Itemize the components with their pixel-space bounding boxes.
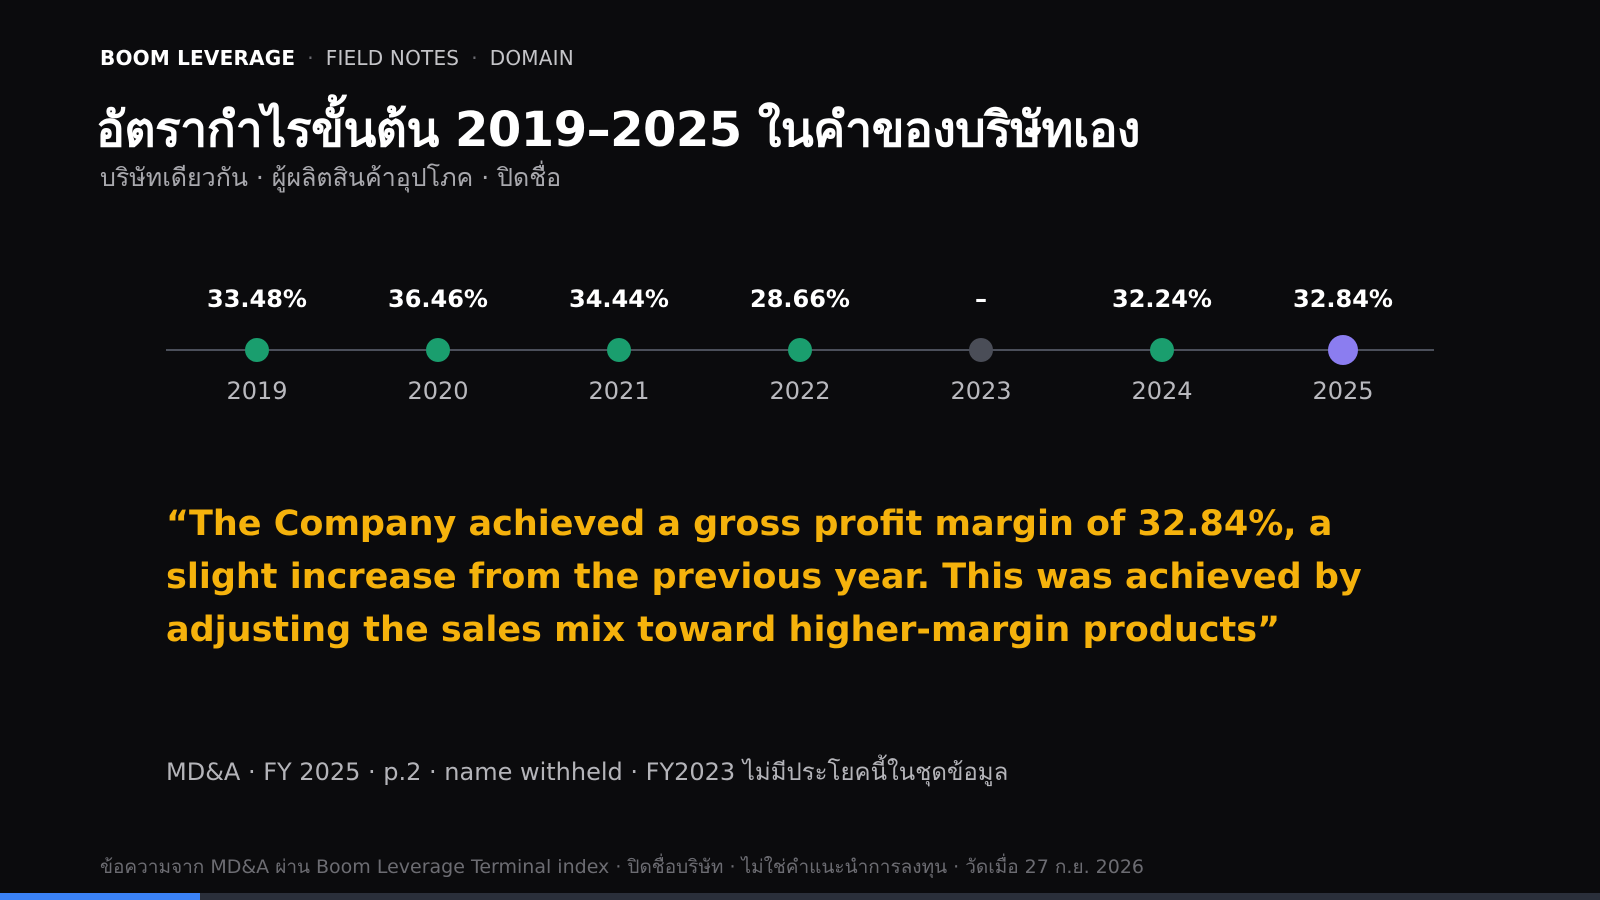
- data-label-2019: 33.48%: [207, 285, 307, 313]
- footer-note: ข้อความจาก MD&A ผ่าน Boom Leverage Termi…: [100, 856, 1145, 878]
- source-citation: MD&A · FY 2025 · p.2 · name withheld · F…: [166, 758, 1009, 786]
- data-point-2022: [788, 338, 812, 362]
- x-tick-2023: 2023: [950, 377, 1011, 405]
- data-point-2023: [969, 338, 993, 362]
- data-point-2025: [1328, 335, 1358, 365]
- data-label-2025: 32.84%: [1293, 285, 1393, 313]
- separator: ·: [471, 46, 478, 70]
- data-label-2024: 32.24%: [1112, 285, 1212, 313]
- page-subtitle: บริษัทเดียวกัน · ผู้ผลิตสินค้าอุปโภค · ป…: [100, 163, 562, 192]
- data-point-2020: [426, 338, 450, 362]
- progress-bar-fill: [0, 893, 200, 900]
- separator: ·: [307, 46, 314, 70]
- x-tick-2025: 2025: [1312, 377, 1373, 405]
- x-tick-2022: 2022: [769, 377, 830, 405]
- data-point-2024: [1150, 338, 1174, 362]
- data-label-2020: 36.46%: [388, 285, 488, 313]
- category-label: DOMAIN: [489, 46, 574, 70]
- page-title: อัตรากำไรขั้นต้น 2019–2025 ในคำของบริษัท…: [96, 102, 1140, 158]
- company-quote: “The Company achieved a gross profit mar…: [166, 504, 1362, 650]
- top-bar: BOOM LEVERAGE · FIELD NOTES · DOMAIN: [100, 46, 574, 70]
- progress-bar: [0, 893, 1600, 900]
- data-label-2023: –: [975, 285, 987, 313]
- brand-name: BOOM LEVERAGE: [100, 46, 296, 70]
- margin-timeline-chart: 33.48% 2019 36.46% 2020 34.44% 2021 28.66% 2022…: [166, 285, 1434, 405]
- x-tick-2024: 2024: [1131, 377, 1192, 405]
- data-point-2019: [245, 338, 269, 362]
- section-label: FIELD NOTES: [325, 46, 460, 70]
- x-tick-2021: 2021: [588, 377, 649, 405]
- x-tick-2019: 2019: [226, 377, 287, 405]
- data-label-2021: 34.44%: [569, 285, 669, 313]
- data-label-2022: 28.66%: [750, 285, 850, 313]
- data-point-2021: [607, 338, 631, 362]
- x-tick-2020: 2020: [407, 377, 468, 405]
